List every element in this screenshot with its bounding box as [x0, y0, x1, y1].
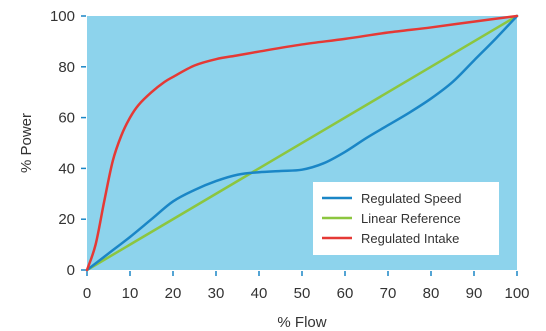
legend: Regulated Speed Linear Reference Regulated… — [313, 182, 499, 255]
y-tick-label: 80 — [58, 59, 75, 76]
legend-label-regulated-speed: Regulated Speed — [361, 191, 461, 206]
series-line-linear-reference — [85, 14, 519, 272]
y-tick-label: 0 — [67, 262, 75, 279]
y-tick-label: 20 — [58, 211, 75, 228]
x-axis-title: % Flow — [277, 314, 326, 331]
x-tick-label: 0 — [83, 285, 91, 302]
y-axis: 0 20 40 60 80 100 — [50, 8, 86, 279]
x-tick-label: 10 — [122, 285, 139, 302]
x-tick-label: 100 — [504, 285, 529, 302]
y-tick-label: 100 — [50, 8, 75, 25]
x-tick-label: 50 — [294, 285, 311, 302]
x-tick-label: 60 — [337, 285, 354, 302]
y-tick-label: 60 — [58, 110, 75, 127]
x-tick-label: 20 — [165, 285, 182, 302]
x-tick-label: 90 — [466, 285, 483, 302]
series-line-regulated-intake — [85, 14, 519, 272]
x-tick-label: 40 — [251, 285, 268, 302]
legend-label-regulated-intake: Regulated Intake — [361, 231, 459, 246]
x-tick-label: 30 — [208, 285, 225, 302]
y-tick-label: 40 — [58, 160, 75, 177]
x-axis: 0 10 20 30 40 50 60 70 80 90 100 — [83, 271, 530, 302]
x-tick-label: 80 — [423, 285, 440, 302]
series-lines — [85, 14, 519, 272]
y-axis-title: % Power — [18, 113, 35, 173]
series-line-regulated-speed — [85, 14, 519, 272]
legend-label-linear-reference: Linear Reference — [361, 211, 461, 226]
x-tick-label: 70 — [380, 285, 397, 302]
